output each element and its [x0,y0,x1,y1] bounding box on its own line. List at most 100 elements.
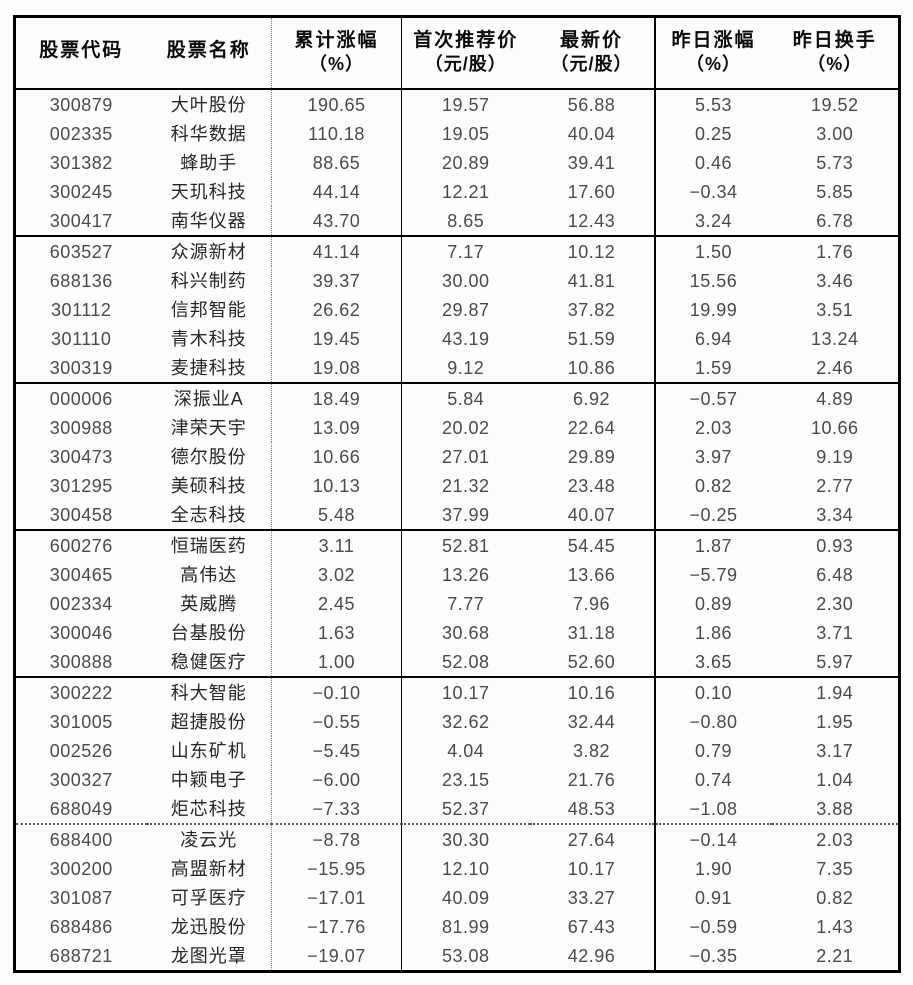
table-row: 688049 炬芯科技 −7.33 52.37 48.53 −1.08 3.88 [15,794,900,824]
cell-yday-gain: 1.59 [653,353,772,383]
cell-stock-name: 青木科技 [170,328,247,349]
cell-stock-code: 688136 [49,270,113,291]
cell-yday-gain: −0.35 [653,941,772,972]
cell-stock-code: 300473 [49,446,113,467]
cell-yday-gain: 5.53 [653,89,772,119]
cell-latest-price: 56.88 [567,94,616,115]
column-unit: （%） [685,54,741,75]
cell-yday-turnover: 1.95 [816,711,854,732]
cell-yday-turnover: 1.04 [816,769,854,790]
cell-latest-price: 29.89 [567,446,616,467]
cell-latest-price: 54.45 [567,535,616,556]
cell-yday-gain: 1.50 [653,236,772,266]
table-header: 股票代码 股票名称 累计涨幅 （%） [14,16,900,90]
cell-yday-turnover: 0.82 [816,887,854,908]
cell-first-rec-price: 27.01 [401,442,530,471]
cell-first-rec-price: 12.10 [401,854,530,883]
cell-yday-gain: −0.57 [653,383,772,413]
cell-cum-gain: −7.33 [271,794,402,824]
column-label: 股票名称 [166,40,251,62]
cell-cum-gain: −6.00 [271,765,402,794]
table-row: 002335 科华数据 110.18 19.05 40.04 0.25 3.00 [15,119,900,148]
cell-stock-code: 300245 [49,181,113,202]
column-unit: （%） [807,54,863,75]
header-cell-inner: 累计涨幅 （%） [272,18,401,88]
cell-yday-gain: 0.82 [653,471,772,500]
cell-stock-code: 688721 [49,945,113,966]
cell-yday-turnover: 4.89 [816,388,854,409]
cell-latest-price: 6.92 [572,388,611,409]
table-row: 688400 凌云光 −8.78 30.30 27.64 −0.14 2.03 [15,824,900,854]
cell-stock-code: 301295 [49,475,113,496]
cell-yday-turnover: 7.35 [816,858,854,879]
header-cell-inner: 昨日换手 （%） [772,18,899,88]
cell-cum-gain: 10.66 [271,442,402,471]
cell-latest-price: 51.59 [567,328,616,349]
cell-stock-code: 002334 [49,593,113,614]
table-row: 300200 高盟新材 −15.95 12.10 10.17 1.90 7.35 [15,854,900,883]
cell-yday-turnover: 5.97 [816,651,854,672]
cell-stock-name: 天玑科技 [170,181,247,202]
column-unit: （%） [308,54,364,75]
cell-first-rec-price: 19.57 [401,89,530,119]
cell-yday-gain: 2.03 [653,413,772,442]
cell-yday-turnover: 2.03 [816,829,854,850]
cell-latest-price: 10.17 [567,858,616,879]
cell-cum-gain: 10.13 [271,471,402,500]
cell-latest-price: 13.66 [567,564,616,585]
cell-cum-gain: 3.11 [271,530,402,560]
cell-yday-gain: 0.89 [653,589,772,618]
cell-first-rec-price: 30.00 [401,266,530,295]
cell-stock-code: 600276 [49,535,113,556]
cell-yday-turnover: 6.78 [816,210,854,231]
cell-latest-price: 27.64 [567,829,616,850]
cell-cum-gain: 5.48 [271,500,402,530]
header-cell-first-rec-price: 首次推荐价 （元/股） [401,16,530,89]
cell-cum-gain: 19.45 [271,324,402,353]
cell-stock-name: 大叶股份 [170,94,247,115]
table-row: 002334 英威腾 2.45 7.77 7.96 0.89 2.30 [15,589,900,618]
cell-yday-gain: 6.94 [653,324,772,353]
cell-latest-price: 10.12 [567,241,616,262]
header-cell-inner: 股票代码 [16,18,147,88]
cell-yday-gain: 0.10 [653,677,772,707]
cell-yday-gain: 1.86 [653,618,772,647]
cell-yday-turnover: 2.77 [816,475,854,496]
cell-yday-turnover: 2.21 [816,945,854,966]
cell-yday-turnover: 3.51 [816,299,854,320]
header-cell-stock-code: 股票代码 [15,17,147,90]
cell-yday-turnover: 5.73 [816,152,854,173]
cell-latest-price: 42.96 [567,945,616,966]
cell-cum-gain: −0.10 [271,677,402,707]
cell-cum-gain: 13.09 [271,413,402,442]
cell-cum-gain: −5.45 [271,736,402,765]
column-label: 最新价 [559,30,623,52]
cell-yday-gain: −5.79 [653,560,772,589]
row-group: 300222 科大智能 −0.10 10.17 10.16 0.10 1.94 301005 超… [14,677,900,824]
table-row: 301110 青木科技 19.45 43.19 51.59 6.94 13.24 [15,324,900,353]
cell-first-rec-price: 30.68 [401,618,530,647]
cell-stock-code: 603527 [49,241,113,262]
cell-yday-turnover: 3.17 [816,740,854,761]
table-row: 300046 台基股份 1.63 30.68 31.18 1.86 3.71 [15,618,900,647]
cell-yday-turnover: 0.93 [816,535,854,556]
row-group: 300879 大叶股份 190.65 19.57 56.88 5.53 19.52 00233… [15,89,900,236]
cell-stock-code: 300465 [49,564,113,585]
cell-yday-turnover: 2.30 [816,593,854,614]
cell-cum-gain: 190.65 [271,89,402,119]
cell-stock-code: 301005 [49,711,113,732]
cell-first-rec-price: 53.08 [401,941,530,972]
table-row: 301005 超捷股份 −0.55 32.62 32.44 −0.80 1.95 [15,707,900,736]
cell-stock-name: 山东矿机 [170,740,247,761]
cell-latest-price: 41.81 [567,270,616,291]
table-row: 688721 龙图光罩 −19.07 53.08 42.96 −0.35 2.21 [15,941,900,972]
cell-latest-price: 21.76 [567,769,616,790]
row-group: 000006 深振业A 18.49 5.84 6.92 −0.57 4.89 300988 津荣… [14,383,900,530]
table-row: 301382 蜂助手 88.65 20.89 39.41 0.46 5.73 [15,148,900,177]
header-cell-inner: 股票名称 [147,18,272,88]
cell-yday-turnover: 3.88 [816,798,854,819]
header-cell-inner: 最新价 （元/股） [530,18,654,88]
cell-yday-gain: 0.74 [653,765,772,794]
cell-latest-price: 7.96 [572,593,611,614]
cell-yday-turnover: 13.24 [810,328,859,349]
